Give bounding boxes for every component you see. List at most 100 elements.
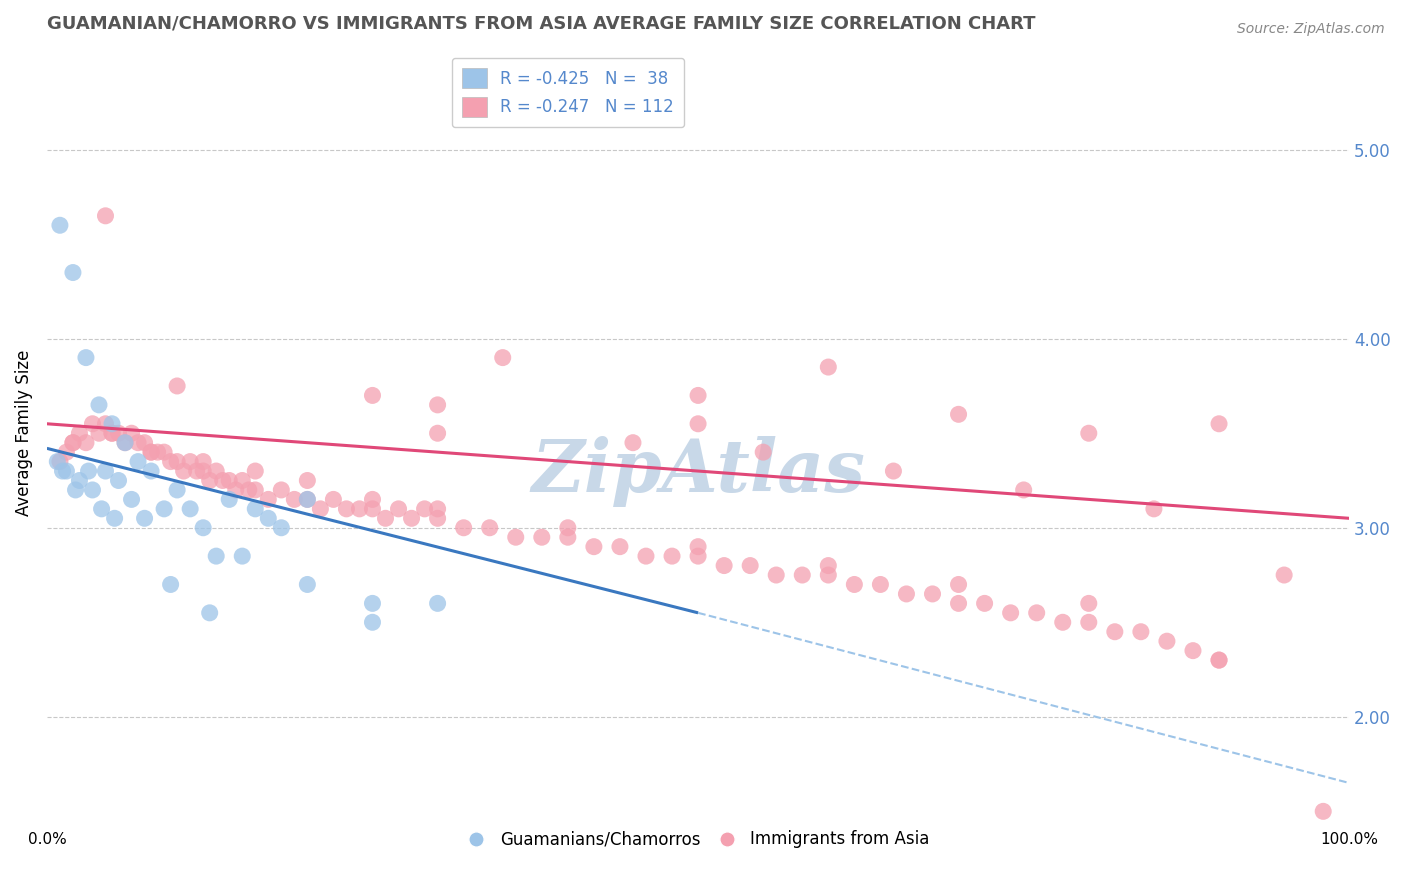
Point <box>179 501 201 516</box>
Point <box>361 388 384 402</box>
Y-axis label: Average Family Size: Average Family Size <box>15 350 32 516</box>
Point <box>896 587 918 601</box>
Point <box>82 483 104 497</box>
Point <box>121 492 143 507</box>
Point <box>134 511 156 525</box>
Point <box>101 426 124 441</box>
Point <box>309 501 332 516</box>
Point <box>453 521 475 535</box>
Point <box>426 511 449 525</box>
Point <box>101 417 124 431</box>
Point <box>1181 643 1204 657</box>
Point <box>882 464 904 478</box>
Point <box>166 483 188 497</box>
Point <box>231 474 253 488</box>
Point <box>114 435 136 450</box>
Point <box>1272 568 1295 582</box>
Point <box>245 483 267 497</box>
Point <box>49 454 72 468</box>
Point <box>765 568 787 582</box>
Point <box>107 474 129 488</box>
Point <box>686 549 709 563</box>
Point <box>193 521 215 535</box>
Point <box>270 521 292 535</box>
Point <box>609 540 631 554</box>
Point <box>973 596 995 610</box>
Point <box>94 417 117 431</box>
Point <box>505 530 527 544</box>
Point <box>127 454 149 468</box>
Point <box>139 445 162 459</box>
Point <box>62 435 84 450</box>
Point <box>114 435 136 450</box>
Point <box>361 501 384 516</box>
Point <box>75 351 97 365</box>
Point <box>740 558 762 573</box>
Point <box>426 398 449 412</box>
Point <box>159 577 181 591</box>
Point <box>792 568 814 582</box>
Point <box>948 407 970 421</box>
Point <box>297 492 319 507</box>
Point <box>1077 615 1099 630</box>
Point <box>1077 426 1099 441</box>
Point <box>62 266 84 280</box>
Point <box>492 351 515 365</box>
Point <box>1312 805 1334 819</box>
Point <box>297 492 319 507</box>
Point <box>297 474 319 488</box>
Point <box>374 511 396 525</box>
Point <box>686 388 709 402</box>
Point <box>426 596 449 610</box>
Point <box>245 464 267 478</box>
Point <box>1052 615 1074 630</box>
Point <box>104 511 127 525</box>
Point <box>948 596 970 610</box>
Point <box>817 568 839 582</box>
Point <box>77 464 100 478</box>
Point <box>1129 624 1152 639</box>
Point <box>134 435 156 450</box>
Point <box>686 417 709 431</box>
Point <box>166 379 188 393</box>
Point <box>179 454 201 468</box>
Point <box>257 511 280 525</box>
Point <box>582 540 605 554</box>
Point <box>557 521 579 535</box>
Point <box>225 483 247 497</box>
Point <box>557 530 579 544</box>
Point <box>198 474 221 488</box>
Point <box>817 558 839 573</box>
Point <box>686 540 709 554</box>
Point <box>361 596 384 610</box>
Point <box>55 445 77 459</box>
Point <box>844 577 866 591</box>
Point <box>283 492 305 507</box>
Point <box>139 464 162 478</box>
Point <box>193 454 215 468</box>
Point <box>211 474 233 488</box>
Point <box>193 464 215 478</box>
Point <box>82 417 104 431</box>
Point <box>1143 501 1166 516</box>
Point <box>198 606 221 620</box>
Point <box>297 577 319 591</box>
Text: GUAMANIAN/CHAMORRO VS IMMIGRANTS FROM ASIA AVERAGE FAMILY SIZE CORRELATION CHART: GUAMANIAN/CHAMORRO VS IMMIGRANTS FROM AS… <box>46 15 1035 33</box>
Point <box>186 464 208 478</box>
Point <box>49 219 72 233</box>
Point <box>231 549 253 563</box>
Point <box>65 483 87 497</box>
Point <box>51 464 73 478</box>
Point <box>621 435 644 450</box>
Point <box>387 501 409 516</box>
Point <box>90 501 112 516</box>
Point <box>817 360 839 375</box>
Point <box>146 445 169 459</box>
Point <box>153 501 176 516</box>
Point <box>1025 606 1047 620</box>
Point <box>752 445 775 459</box>
Point <box>173 464 195 478</box>
Point <box>87 426 110 441</box>
Point <box>69 474 91 488</box>
Point <box>322 492 344 507</box>
